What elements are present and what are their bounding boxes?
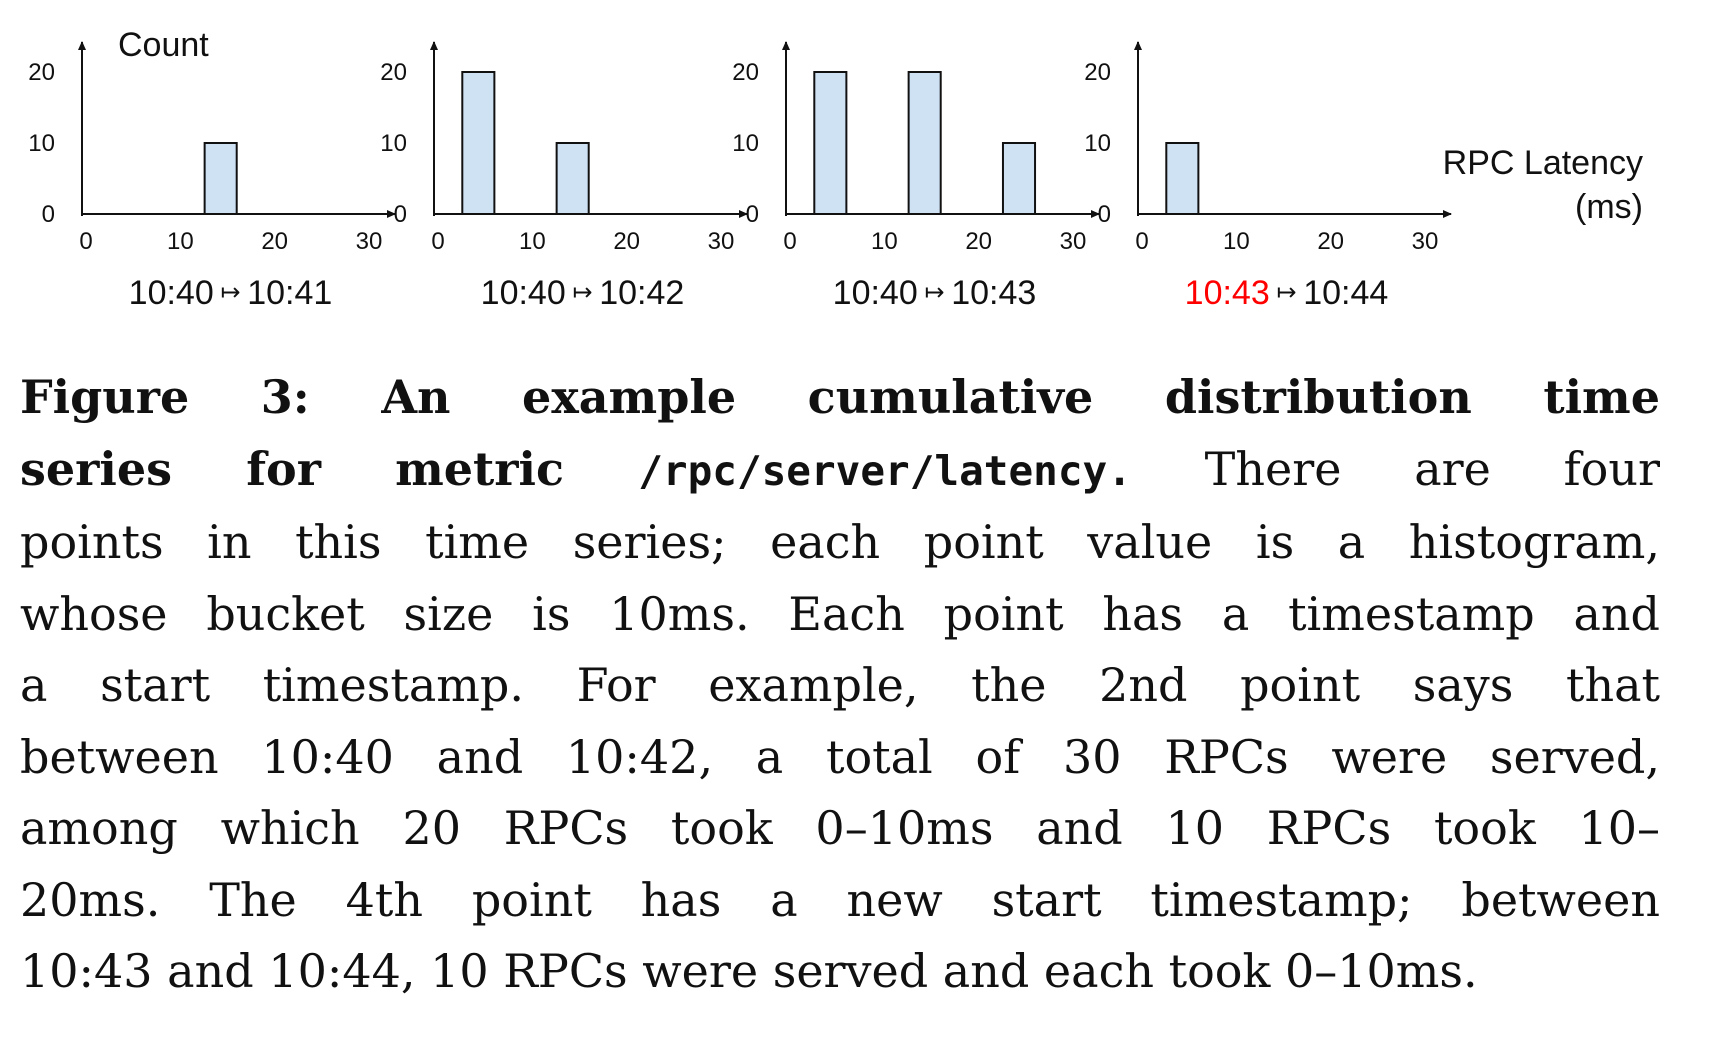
caption-line-5: a start timestamp. For example, the 2nd … [20, 658, 1660, 712]
panel-2-y-tick-20: 20 [380, 59, 407, 86]
panel-4-y-tick-10: 10 [1084, 130, 1111, 157]
panel-4-x-tick-30: 30 [1412, 228, 1439, 255]
x-axis-title-line-1: RPC Latency [1443, 144, 1643, 182]
panel-3-bar-1 [813, 71, 848, 215]
x-axis-title-line-2: (ms) [1575, 188, 1643, 226]
panel-4-bar-1 [1165, 142, 1200, 215]
panel-3-arrow-glyph: ↦ [918, 279, 951, 306]
panel-3-bar-2 [907, 71, 942, 215]
figure-caption: Figure 3: An example cumulative distribu… [20, 362, 1660, 1008]
panel-3-start-time: 10:40 [833, 274, 918, 312]
caption-line-6: between 10:40 and 10:42, a total of 30 R… [20, 729, 1660, 784]
panel-3-x-tick-30: 30 [1060, 228, 1087, 255]
histogram-figure: 0 10 20 0 10 20 30 10:40 ↦ 10:41 0 10 20 0 10 20 30 10:… [0, 0, 1710, 340]
y-axis-title: Count [118, 26, 209, 64]
panel-2-x-tick-30: 30 [708, 228, 735, 255]
caption-lead-part-1: Figure 3: An example cumulative distribu… [20, 370, 1660, 424]
panel-1-x-tick-10: 10 [167, 228, 194, 255]
panel-3-y-tick-10: 10 [732, 130, 759, 157]
panel-1-x-tick-30: 30 [356, 228, 383, 255]
panel-3-y-tick-0: 0 [746, 201, 759, 228]
panel-4-arrow-glyph: ↦ [1270, 279, 1303, 306]
panel-3-bar-3 [1001, 142, 1037, 215]
caption-line-1: Figure 3: An example cumulative distribu… [20, 362, 1660, 434]
panel-3-x-tick-0: 0 [783, 228, 796, 255]
panel-1-end-time: 10:41 [247, 274, 332, 312]
panel-2-end-time: 10:42 [599, 274, 684, 312]
caption-line-4: whose bucket size is 10ms. Each point ha… [20, 586, 1660, 641]
panel-2-bar-2 [555, 142, 590, 215]
caption-metric-name: /rpc/server/latency. [638, 446, 1132, 495]
panel-1-y-tick-20: 20 [28, 59, 55, 86]
panel-2-x-tick-0: 0 [431, 228, 444, 255]
caption-lead-part-2: series for metric [20, 441, 639, 496]
panel-2-y-tick-10: 10 [380, 130, 407, 157]
panel-1-time-range: 10:40 ↦ 10:41 [129, 274, 333, 312]
panel-4-x-tick-10: 10 [1223, 228, 1250, 255]
panel-4-y-tick-0: 0 [1098, 201, 1111, 228]
panel-3-x-tick-10: 10 [871, 228, 898, 255]
panel-1-bar-2 [203, 142, 238, 215]
panel-1-arrow-glyph: ↦ [214, 279, 247, 306]
panel-1-x-tick-0: 0 [79, 228, 92, 255]
caption-line-8: 20ms. The 4th point has a new start time… [20, 872, 1660, 927]
panel-3-x-tick-20: 20 [965, 228, 992, 255]
panel-4-start-time: 10:43 [1185, 274, 1270, 312]
panel-3-y-tick-20: 20 [732, 59, 759, 86]
panel-1-y-tick-0: 0 [42, 201, 55, 228]
panel-2-y-tick-0: 0 [394, 201, 407, 228]
panel-2-bar-1 [461, 71, 496, 215]
panel-4-end-time: 10:44 [1303, 274, 1388, 312]
histogram-panels-svg: 0 10 20 0 10 20 30 10:40 ↦ 10:41 0 10 20 0 10 20 30 10:… [28, 26, 1643, 312]
panel-3-end-time: 10:43 [951, 274, 1036, 312]
panel-4-x-tick-0: 0 [1135, 228, 1148, 255]
panel-2-time-range: 10:40 ↦ 10:42 [481, 274, 685, 312]
panel-3-time-range: 10:40 ↦ 10:43 [833, 274, 1037, 312]
panel-2-start-time: 10:40 [481, 274, 566, 312]
caption-line-7: among which 20 RPCs took 0–10ms and 10 R… [20, 801, 1660, 855]
panel-1-y-tick-10: 10 [28, 130, 55, 157]
panel-2-arrow-glyph: ↦ [566, 279, 599, 306]
caption-line-3: points in this time series; each point v… [20, 515, 1660, 569]
panel-1-start-time: 10:40 [129, 274, 214, 312]
panel-2-x-tick-10: 10 [519, 228, 546, 255]
caption-text-line-1: There are four [1131, 441, 1660, 496]
panel-4-time-range: 10:43 ↦ 10:44 [1185, 274, 1389, 312]
caption-line-9: 10:43 and 10:44, 10 RPCs were served and… [20, 944, 1478, 998]
panel-1-x-tick-20: 20 [261, 228, 288, 255]
caption-line-2: series for metric /rpc/server/latency. T… [20, 434, 1660, 508]
panel-4-x-tick-20: 20 [1317, 228, 1344, 255]
panel-4-y-tick-20: 20 [1084, 59, 1111, 86]
panel-2-x-tick-20: 20 [613, 228, 640, 255]
